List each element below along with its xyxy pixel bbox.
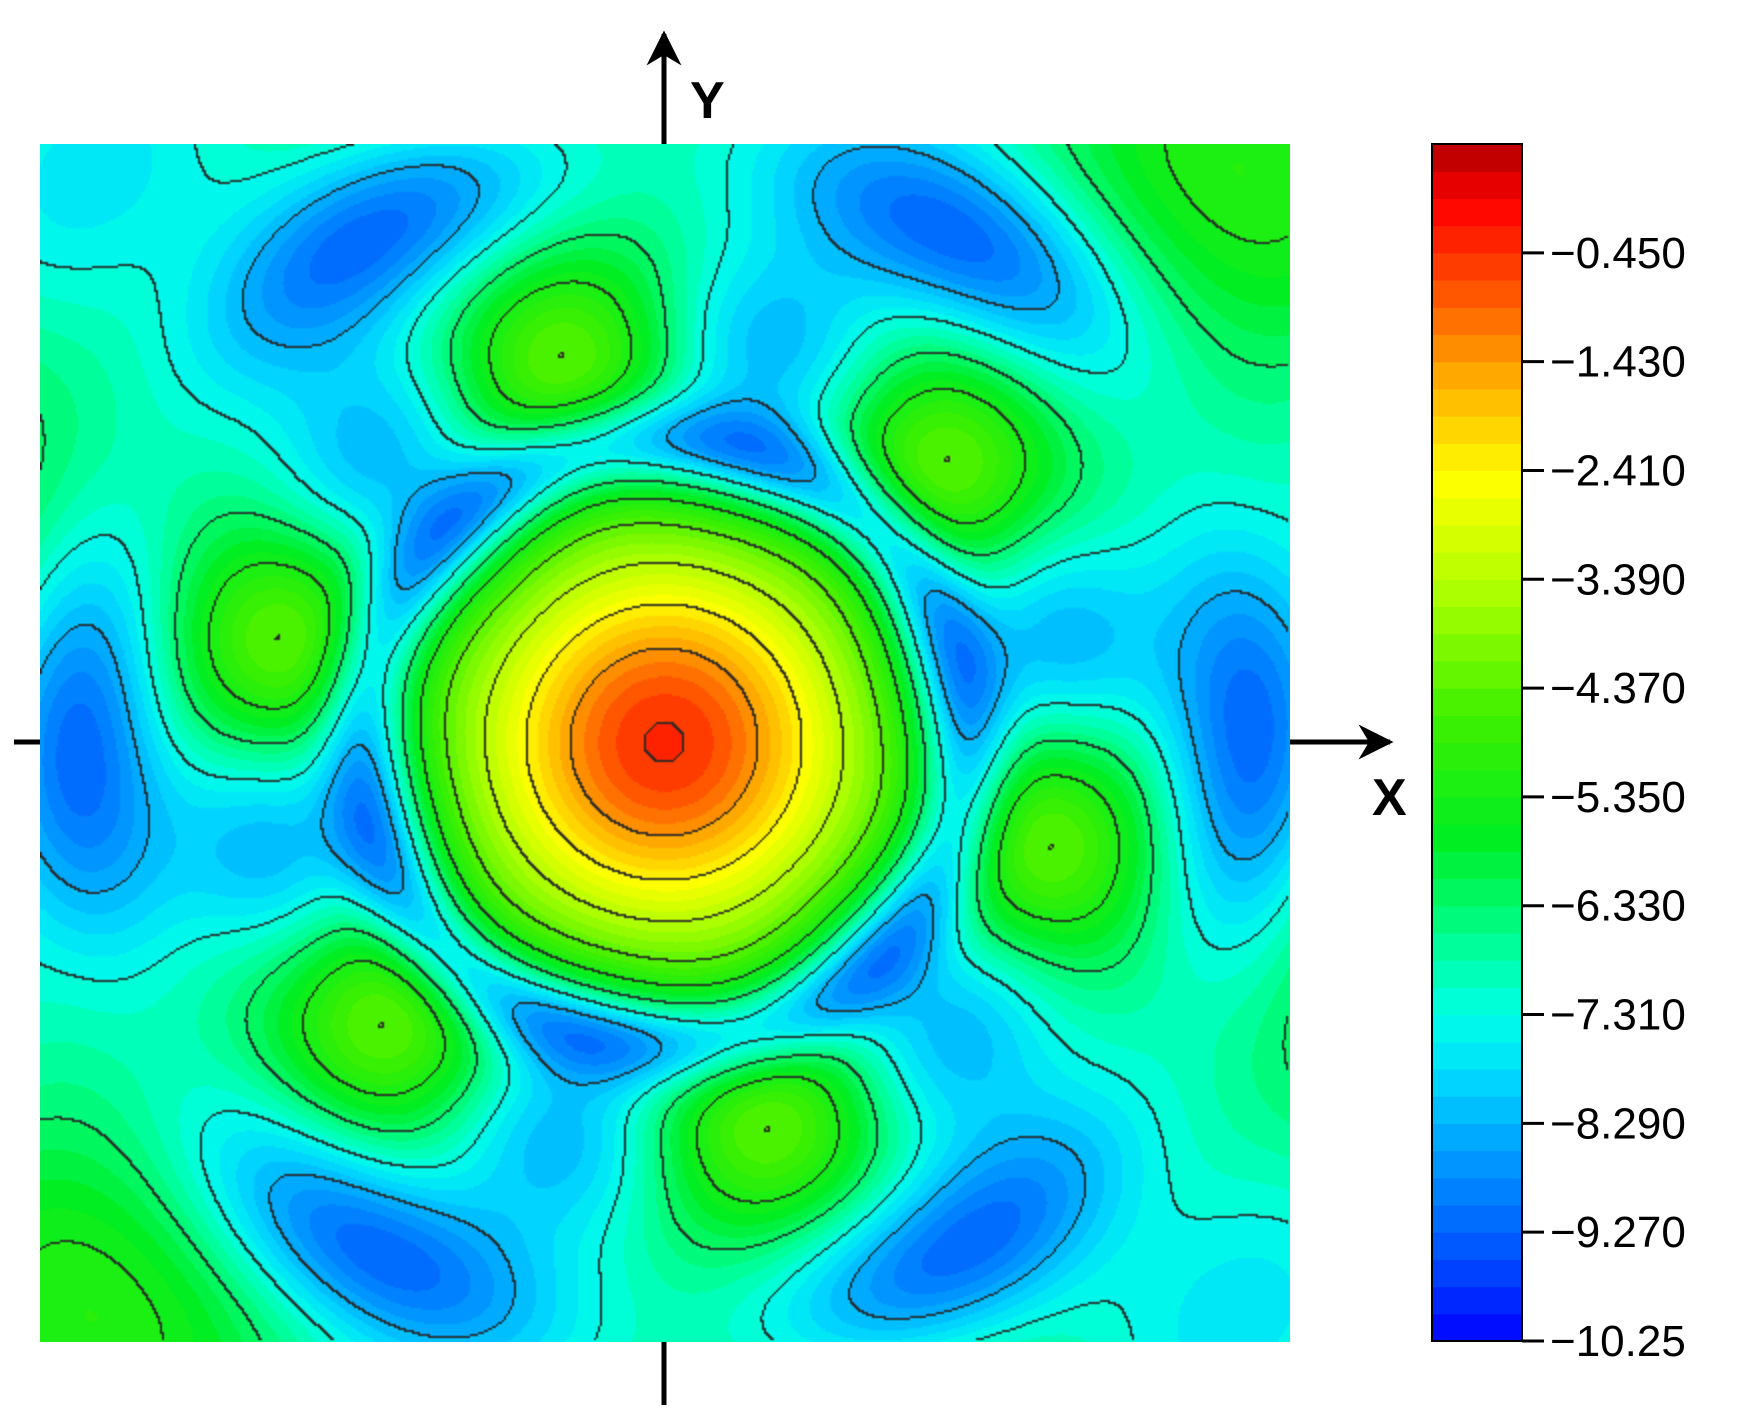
colorbar-band <box>1432 443 1522 472</box>
colorbar-band <box>1432 416 1522 444</box>
colorbar-band <box>1432 497 1522 526</box>
colorbar-band <box>1432 1041 1522 1070</box>
colorbar-band <box>1432 1259 1522 1288</box>
colorbar-band <box>1432 824 1522 852</box>
colorbar-band <box>1432 307 1522 336</box>
colorbar-band <box>1432 579 1522 608</box>
y-axis-label: Y <box>690 72 725 130</box>
colorbar-band <box>1432 1286 1522 1315</box>
colorbar-tick-label: −0.450 <box>1550 229 1686 278</box>
colorbar-band <box>1432 932 1522 961</box>
colorbar-band <box>1432 225 1522 254</box>
colorbar-tick-label: −1.430 <box>1550 338 1686 387</box>
x-axis-label: X <box>1372 769 1407 827</box>
colorbar-tick-label: −8.290 <box>1550 1099 1686 1148</box>
colorbar-band <box>1432 1204 1522 1233</box>
colorbar-band <box>1432 252 1522 281</box>
colorbar-band <box>1432 144 1522 172</box>
colorbar-band <box>1432 334 1522 363</box>
colorbar-tick-label: −5.350 <box>1550 773 1686 822</box>
colorbar-band <box>1432 1177 1522 1206</box>
colorbar-band <box>1432 552 1522 580</box>
colorbar-tick-label: −9.270 <box>1550 1208 1686 1257</box>
colorbar-band <box>1432 198 1522 227</box>
colorbar-band <box>1432 987 1522 1016</box>
colorbar-band <box>1432 796 1522 825</box>
colorbar-band <box>1432 660 1522 689</box>
colorbar-frame <box>1431 143 1523 1342</box>
colorbar-band <box>1432 742 1522 771</box>
colorbar-band <box>1432 1096 1522 1124</box>
colorbar-band <box>1432 1232 1522 1260</box>
colorbar-band <box>1432 878 1522 907</box>
heatmap-plot-area <box>40 144 1290 1342</box>
colorbar-band <box>1432 715 1522 744</box>
colorbar-band <box>1432 633 1522 662</box>
colorbar: −0.450 −1.430 −2.410 −3.390 −4.370 −5.350 −6.3… <box>1431 143 1686 1366</box>
colorbar-band <box>1432 1313 1522 1342</box>
colorbar-band <box>1432 851 1522 880</box>
colorbar-band <box>1432 1014 1522 1043</box>
colorbar-band <box>1432 361 1522 390</box>
colorbar-band <box>1432 1068 1522 1097</box>
colorbar-band <box>1432 769 1522 798</box>
colorbar-tick-label: −6.330 <box>1550 882 1686 931</box>
colorbar-band <box>1432 905 1522 934</box>
colorbar-band <box>1432 960 1522 988</box>
colorbar-band <box>1432 524 1522 553</box>
colorbar-tick-label: −3.390 <box>1550 555 1686 604</box>
colorbar-band <box>1432 171 1522 200</box>
colorbar-tick-label: −7.310 <box>1550 991 1686 1040</box>
colorbar-band <box>1432 1150 1522 1179</box>
colorbar-tick-label: −10.25 <box>1550 1317 1686 1366</box>
colorbar-band <box>1432 606 1522 635</box>
colorbar-band <box>1432 688 1522 716</box>
colorbar-band <box>1432 470 1522 499</box>
colorbar-tick-label: −2.410 <box>1550 446 1686 495</box>
colorbar-band <box>1432 388 1522 417</box>
colorbar-band <box>1432 1123 1522 1152</box>
colorbar-tick-label: −4.370 <box>1550 664 1686 713</box>
colorbar-band <box>1432 280 1522 308</box>
